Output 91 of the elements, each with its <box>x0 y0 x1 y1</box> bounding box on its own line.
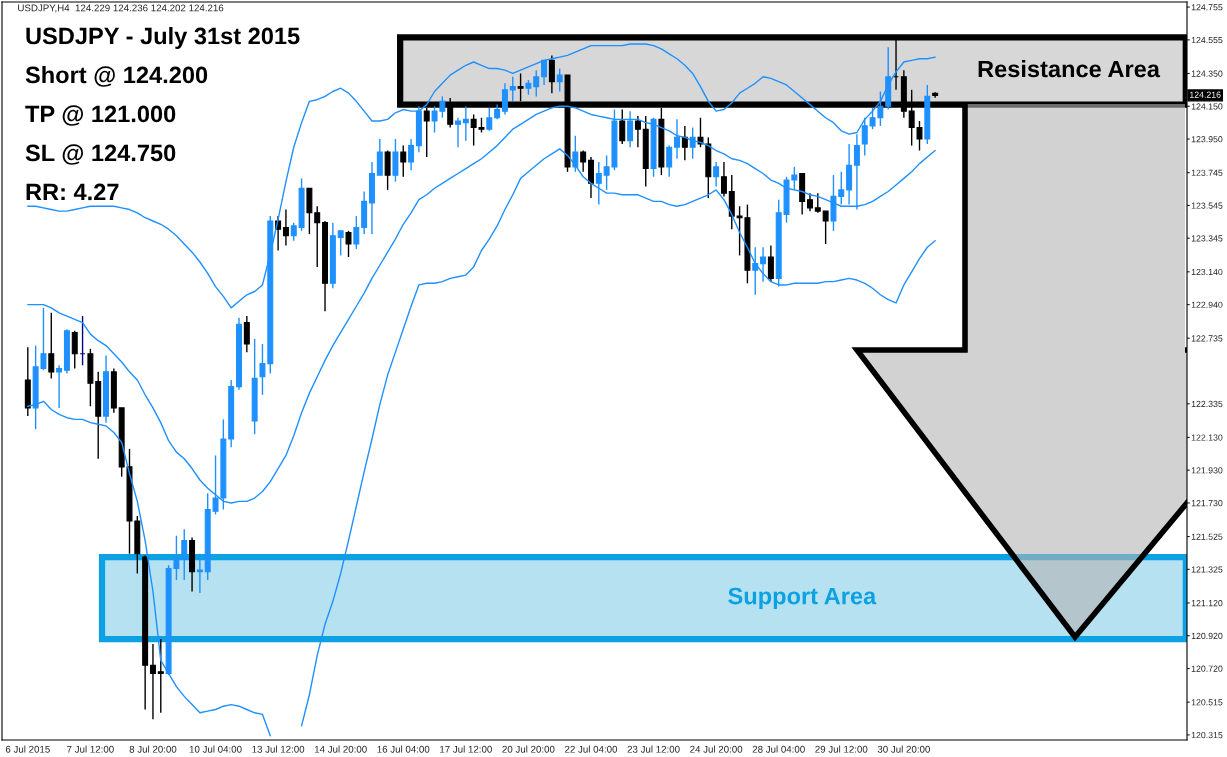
y-tick-label: 121.730 <box>1191 500 1223 507</box>
candlestick <box>767 244 774 283</box>
annotation: SL @ 124.750 <box>25 144 176 165</box>
y-tick-label: 122.335 <box>1191 400 1223 408</box>
candlestick <box>501 82 508 116</box>
x-tick-label: 10 Jul 04:00 <box>189 745 242 753</box>
y-tick-label: 123.140 <box>1191 268 1223 276</box>
candlestick <box>822 210 829 245</box>
band-label: Resistance Area <box>978 60 1161 78</box>
candlestick <box>556 67 563 93</box>
x-tick-label: 23 Jul 12:00 <box>627 745 680 753</box>
candlestick <box>48 312 55 380</box>
candlestick <box>517 72 524 103</box>
candlestick <box>282 208 289 247</box>
candlestick <box>674 118 680 160</box>
y-tick-label: 122.940 <box>1191 301 1223 308</box>
candlestick <box>384 149 391 191</box>
candlestick <box>720 161 727 198</box>
candlestick <box>697 117 704 148</box>
x-tick-label: 7 Jul 12:00 <box>67 745 114 753</box>
candlestick <box>392 138 399 183</box>
candlestick <box>353 215 360 250</box>
y-tick-label: 124.150 <box>1191 103 1223 110</box>
candlestick <box>376 138 383 176</box>
y-tick-label: 121.930 <box>1191 467 1223 474</box>
candlestick <box>760 246 767 283</box>
candlestick <box>634 115 641 148</box>
candlestick <box>541 59 548 86</box>
x-tick-label: 24 Jul 20:00 <box>690 745 743 753</box>
candlestick <box>345 230 352 258</box>
x-tick-label: 8 Jul 20:00 <box>129 745 177 753</box>
candlestick <box>314 205 321 268</box>
candlestick <box>149 643 156 721</box>
x-tick-label: 14 Jul 20:00 <box>314 745 367 753</box>
y-tick-label: 121.325 <box>1191 566 1223 573</box>
y-tick-label: 122.130 <box>1191 434 1223 441</box>
x-tick-label: 20 Jul 20:00 <box>502 745 555 753</box>
candlestick <box>462 105 469 142</box>
candlestick <box>713 161 720 188</box>
band-label: Support Area <box>728 587 877 610</box>
x-tick-label: 28 Jul 04:00 <box>752 745 805 753</box>
y-tick-label: 123.745 <box>1191 169 1223 176</box>
y-tick-label: 121.120 <box>1191 600 1223 607</box>
y-tick-label: 120.720 <box>1191 665 1223 672</box>
y-tick-label: 123.545 <box>1191 202 1223 209</box>
candlestick <box>400 144 407 178</box>
candlestick <box>752 246 759 296</box>
candlestick <box>619 108 626 145</box>
candlestick <box>243 315 250 353</box>
candlestick <box>814 192 821 214</box>
annotation: USDJPY - July 31st 2015 <box>26 27 300 50</box>
candlestick <box>588 156 594 199</box>
x-tick-label: 6 Jul 2015 <box>5 745 50 753</box>
candlestick <box>71 330 78 370</box>
candlestick <box>595 161 602 206</box>
candlestick <box>337 230 344 257</box>
x-tick-label: 13 Jul 12:00 <box>252 745 305 753</box>
candlestick <box>666 144 673 178</box>
y-tick-label: 122.735 <box>1191 335 1223 342</box>
candlestick <box>548 54 555 94</box>
x-tick-label: 30 Jul 20:00 <box>877 745 930 753</box>
candlestick <box>157 638 164 714</box>
y-tick-label: 124.755 <box>1191 4 1223 11</box>
y-tick-label: 121.525 <box>1191 533 1223 540</box>
candlestick <box>533 69 540 98</box>
candlestick <box>509 76 516 103</box>
text: 124.216 <box>1190 91 1221 98</box>
y-tick-label: 124.350 <box>1191 70 1223 77</box>
x-tick-label: 29 Jul 12:00 <box>815 745 868 753</box>
candlestick <box>807 192 813 212</box>
candlestick <box>486 107 493 132</box>
annotation: Short @ 124.200 <box>25 66 208 87</box>
candlestick <box>56 364 63 409</box>
candlestick <box>627 110 634 148</box>
candlestick <box>408 138 415 171</box>
candlestick <box>455 117 461 148</box>
annotation: RR: 4.27 <box>26 183 119 201</box>
y-tick-label: 124.555 <box>1191 36 1223 44</box>
candlestick <box>853 133 860 211</box>
y-tick-label: 120.315 <box>1191 731 1223 739</box>
y-tick-label: 120.920 <box>1191 632 1223 639</box>
chart-title: USDJPY,H4 124.229 124.236 124.202 124.216 <box>18 4 224 13</box>
y-tick-label: 123.950 <box>1191 136 1223 143</box>
candlestick <box>681 125 688 162</box>
x-tick-label: 16 Jul 04:00 <box>377 745 430 753</box>
annotation: TP @ 121.000 <box>25 105 176 126</box>
y-tick-label: 123.345 <box>1191 235 1223 242</box>
candlestick <box>580 149 587 173</box>
x-tick-label: 17 Jul 12:00 <box>440 745 492 753</box>
x-tick-label: 22 Jul 04:00 <box>564 745 618 753</box>
y-tick-label: 120.515 <box>1191 699 1223 706</box>
